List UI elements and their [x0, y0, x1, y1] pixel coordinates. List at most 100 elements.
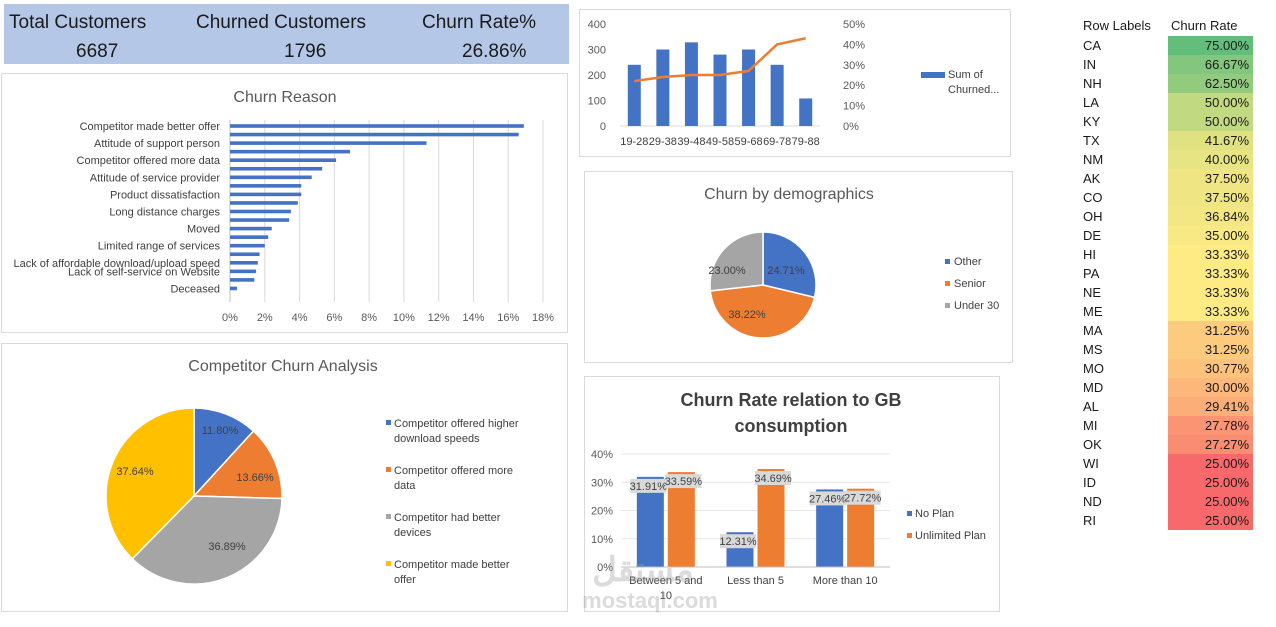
y-tick-label: Limited range of services [98, 241, 221, 253]
x-tick-label: 79-88 [792, 136, 820, 148]
kpi-value: 26.86% [462, 41, 527, 62]
state-label: NH [1083, 76, 1102, 91]
churn-rate-cell: 27.78% [1168, 416, 1253, 435]
state-label: DE [1083, 228, 1102, 243]
churn-rate-cell: 41.67% [1168, 131, 1253, 150]
y-tick-label: Product dissatisfaction [110, 189, 220, 201]
table-row: TX 41.67% [1078, 131, 1263, 150]
column-header-churn-rate: Churn Rate [1171, 18, 1238, 33]
churn-rate-cell: 31.25% [1168, 321, 1253, 340]
x-tick-label: 69-78 [763, 136, 791, 148]
state-label: RI [1083, 513, 1096, 528]
legend-label: Competitor had better devices [394, 512, 501, 539]
churn-rate-cell: 62.50% [1168, 74, 1253, 93]
data-label: 27.72% [844, 493, 882, 505]
bar [230, 141, 427, 145]
legend-swatch [386, 420, 391, 425]
churn-rate-value: 50.00% [1204, 95, 1249, 110]
bar [230, 192, 302, 197]
churn-rate-cell: 33.33% [1168, 302, 1253, 321]
table-row: CA 75.00% [1078, 36, 1263, 55]
y-right-tick-label: 10% [843, 101, 865, 113]
y-left-tick-label: 300 [588, 45, 606, 57]
table-row: NH 62.50% [1078, 74, 1263, 93]
y-right-tick-label: 20% [843, 80, 865, 92]
legend-swatch [945, 281, 950, 286]
table-row: MO 30.77% [1078, 359, 1263, 378]
pie-slice [193, 407, 255, 498]
x-tick-label: 29-38 [649, 136, 677, 148]
state-label: ID [1083, 475, 1096, 490]
churn-rate-value: 27.78% [1204, 418, 1249, 433]
churn-rate-cell: 33.33% [1168, 264, 1253, 283]
bar [230, 175, 312, 180]
y-left-tick-label: 100 [588, 96, 606, 108]
bar [742, 49, 756, 126]
competitor-chart: Competitor Churn Analysis 11.80% 13.66% 36… [1, 343, 568, 612]
state-label: NM [1083, 152, 1104, 167]
churn-rate-cell: 36.84% [1168, 207, 1253, 226]
state-label: MS [1083, 342, 1103, 357]
x-tick-label: 39-48 [677, 136, 705, 148]
table-row: AK 37.50% [1078, 169, 1263, 188]
churn-rate-value: 36.84% [1204, 209, 1249, 224]
gb-consumption-svg: Churn Rate relation to GB consumption 0% 10… [591, 390, 986, 602]
table-row: AL 29.41% [1078, 397, 1263, 416]
table-row: NE 33.33% [1078, 283, 1263, 302]
churn-rate-cell: 29.41% [1168, 397, 1253, 416]
table-row: KY 50.00% [1078, 112, 1263, 131]
table-row: OK 27.27% [1078, 435, 1263, 454]
state-label: IN [1083, 57, 1096, 72]
competitor-svg: Competitor Churn Analysis 11.80% 13.66% 36… [105, 358, 519, 586]
churn-rate-value: 33.33% [1204, 266, 1249, 281]
slice-label: 24.71% [767, 265, 805, 277]
table-row: RI 25.00% [1078, 511, 1263, 530]
legend-label: Senior [954, 278, 986, 290]
data-label-box [665, 474, 702, 489]
churn-rate-cell: 75.00% [1168, 36, 1253, 55]
data-label-box [809, 491, 846, 506]
bar [230, 252, 260, 257]
churn-rate-value: 27.27% [1204, 437, 1249, 452]
churn-rate-cell: 27.27% [1168, 435, 1253, 454]
pie-slice [762, 231, 817, 299]
data-label-box [720, 534, 756, 549]
churn-rate-value: 25.00% [1204, 494, 1249, 509]
legend-label: No Plan [915, 508, 954, 520]
state-label: PA [1083, 266, 1100, 281]
churn-rate-cell: 50.00% [1168, 112, 1253, 131]
legend-label: Competitor offered more data [394, 465, 513, 492]
data-label: 27.46% [809, 493, 847, 505]
legend-label: Sum of Churned... [948, 69, 999, 96]
state-label: KY [1083, 114, 1101, 129]
y-tick-label: 20% [591, 506, 613, 518]
x-tick-label: 2% [257, 312, 273, 324]
kpi-value: 6687 [76, 41, 119, 62]
legend-swatch [907, 533, 912, 538]
y-tick-label: Deceased [170, 283, 220, 295]
state-label: CA [1083, 38, 1102, 53]
data-label: 33.59% [665, 476, 703, 488]
x-tick-label: 12% [428, 312, 450, 324]
kpi-label: Churned Customers [196, 12, 367, 33]
kpi-banner: Total Customers 6687 Churned Customers 1… [4, 4, 569, 64]
y-tick-label: Attitude of support person [94, 138, 220, 150]
legend-label: Competitor made better offer [394, 559, 510, 586]
data-label-box [755, 471, 791, 486]
slice-label: 36.89% [208, 541, 246, 553]
table-row: OH 36.84% [1078, 207, 1263, 226]
x-tick-label: Less than 5 [727, 575, 784, 587]
legend-label: Unlimited Plan [915, 530, 986, 542]
y-tick-label: Competitor made better offer [80, 121, 221, 133]
churn-rate-cell: 35.00% [1168, 226, 1253, 245]
age-churn-svg: 0 100 200 300 400 0% 10% 20% 30% 40% 50% 19-28 29-38… [588, 19, 1000, 148]
state-label: TX [1083, 133, 1100, 148]
table-row: ID 25.00% [1078, 473, 1263, 492]
x-tick-label: 8% [361, 312, 377, 324]
bar [230, 235, 269, 239]
churn-rate-cell: 31.25% [1168, 340, 1253, 359]
y-right-tick-label: 30% [843, 60, 865, 72]
kpi-churn-rate: Churn Rate% 26.86% [384, 4, 569, 64]
pie-slice [131, 495, 283, 585]
table-row: IN 66.67% [1078, 55, 1263, 74]
